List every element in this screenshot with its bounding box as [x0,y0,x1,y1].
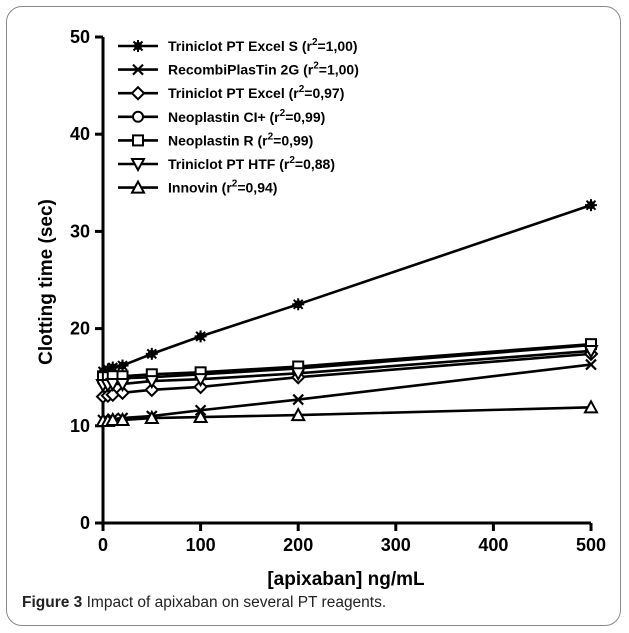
y-tick-label: 0 [80,513,90,533]
legend-entry: Triniclot PT Excel (r2=0,97) [118,84,344,101]
legend-entry: Neoplastin R (r2=0,99) [118,131,313,148]
data-point [144,382,160,398]
data-point [145,347,158,360]
y-tick-label: 50 [70,27,90,47]
legend-marker [132,134,144,147]
data-point [116,359,129,372]
y-tick-label: 10 [70,416,90,436]
data-point [290,407,306,422]
legend-entry: Triniclot PT Excel S (r2=1,00) [118,37,358,54]
legend-marker [130,158,146,173]
legend-label: Triniclot PT Excel (r2=0,97) [168,84,344,101]
legend-entry: Triniclot PT HTF (r2=0,88) [118,155,335,173]
data-point [192,373,209,388]
figure-caption: Figure 3 Impact of apixaban on several P… [22,594,386,612]
legend-entry: Innovin (r2=0,94) [118,179,277,196]
data-point [292,393,304,406]
x-axis-title: [apixaban] ng/mL [267,569,425,590]
legend-marker [132,63,144,76]
data-point [194,330,207,343]
legend-marker [132,40,144,52]
legend-marker [130,179,146,194]
x-tick-label: 200 [283,535,313,555]
legend-label: Triniclot PT Excel S (r2=1,00) [168,37,358,54]
legend-entry: RecombiPlasTin 2G (r2=1,00) [118,61,359,78]
legend-marker [132,110,144,123]
data-point [192,408,209,424]
y-axis-title: Clotting time (sec) [36,199,57,365]
data-point [585,358,597,371]
chart-series-layer [95,199,599,427]
figure-caption-label: Figure 3 [22,594,83,611]
series-line [103,349,592,387]
legend-label: Innovin (r2=0,94) [168,179,277,196]
data-point [105,378,121,393]
data-point [114,411,131,426]
data-point [290,367,306,382]
y-tick-label: 20 [70,319,90,339]
chart-legend: Triniclot PT Excel S (r2=1,00) RecombiPla… [118,37,359,196]
legend-entry: Neoplastin CI+ (r2=0,99) [118,108,325,125]
data-point [144,409,160,425]
x-tick-label: 500 [576,535,606,555]
x-tick-label: 400 [478,535,508,555]
series-square [97,338,597,384]
series-triangle-down [95,344,599,394]
series-line [102,203,592,373]
series-triangle-up [95,399,599,427]
x-tick-label: 0 [98,535,108,555]
data-point [105,411,121,426]
data-point [583,399,599,414]
legend-label: RecombiPlasTin 2G (r2=1,00) [168,61,359,78]
x-tick-label: 100 [186,535,216,555]
y-tick-label: 30 [70,221,90,241]
legend-marker [130,85,146,101]
y-tick-label: 40 [70,124,90,144]
data-point [115,385,130,401]
legend-label: Triniclot PT HTF (r2=0,88) [168,155,335,172]
data-point [583,344,599,360]
legend-label: Neoplastin CI+ (r2=0,99) [168,108,325,125]
data-point [292,298,305,311]
x-tick-label: 300 [381,535,411,555]
legend-label: Neoplastin R (r2=0,99) [168,131,313,148]
data-point [144,375,160,390]
data-point [585,199,597,212]
series-diamond [95,346,599,405]
data-point [114,378,131,393]
figure-caption-text: Impact of apixaban on several PT reagent… [86,594,387,611]
